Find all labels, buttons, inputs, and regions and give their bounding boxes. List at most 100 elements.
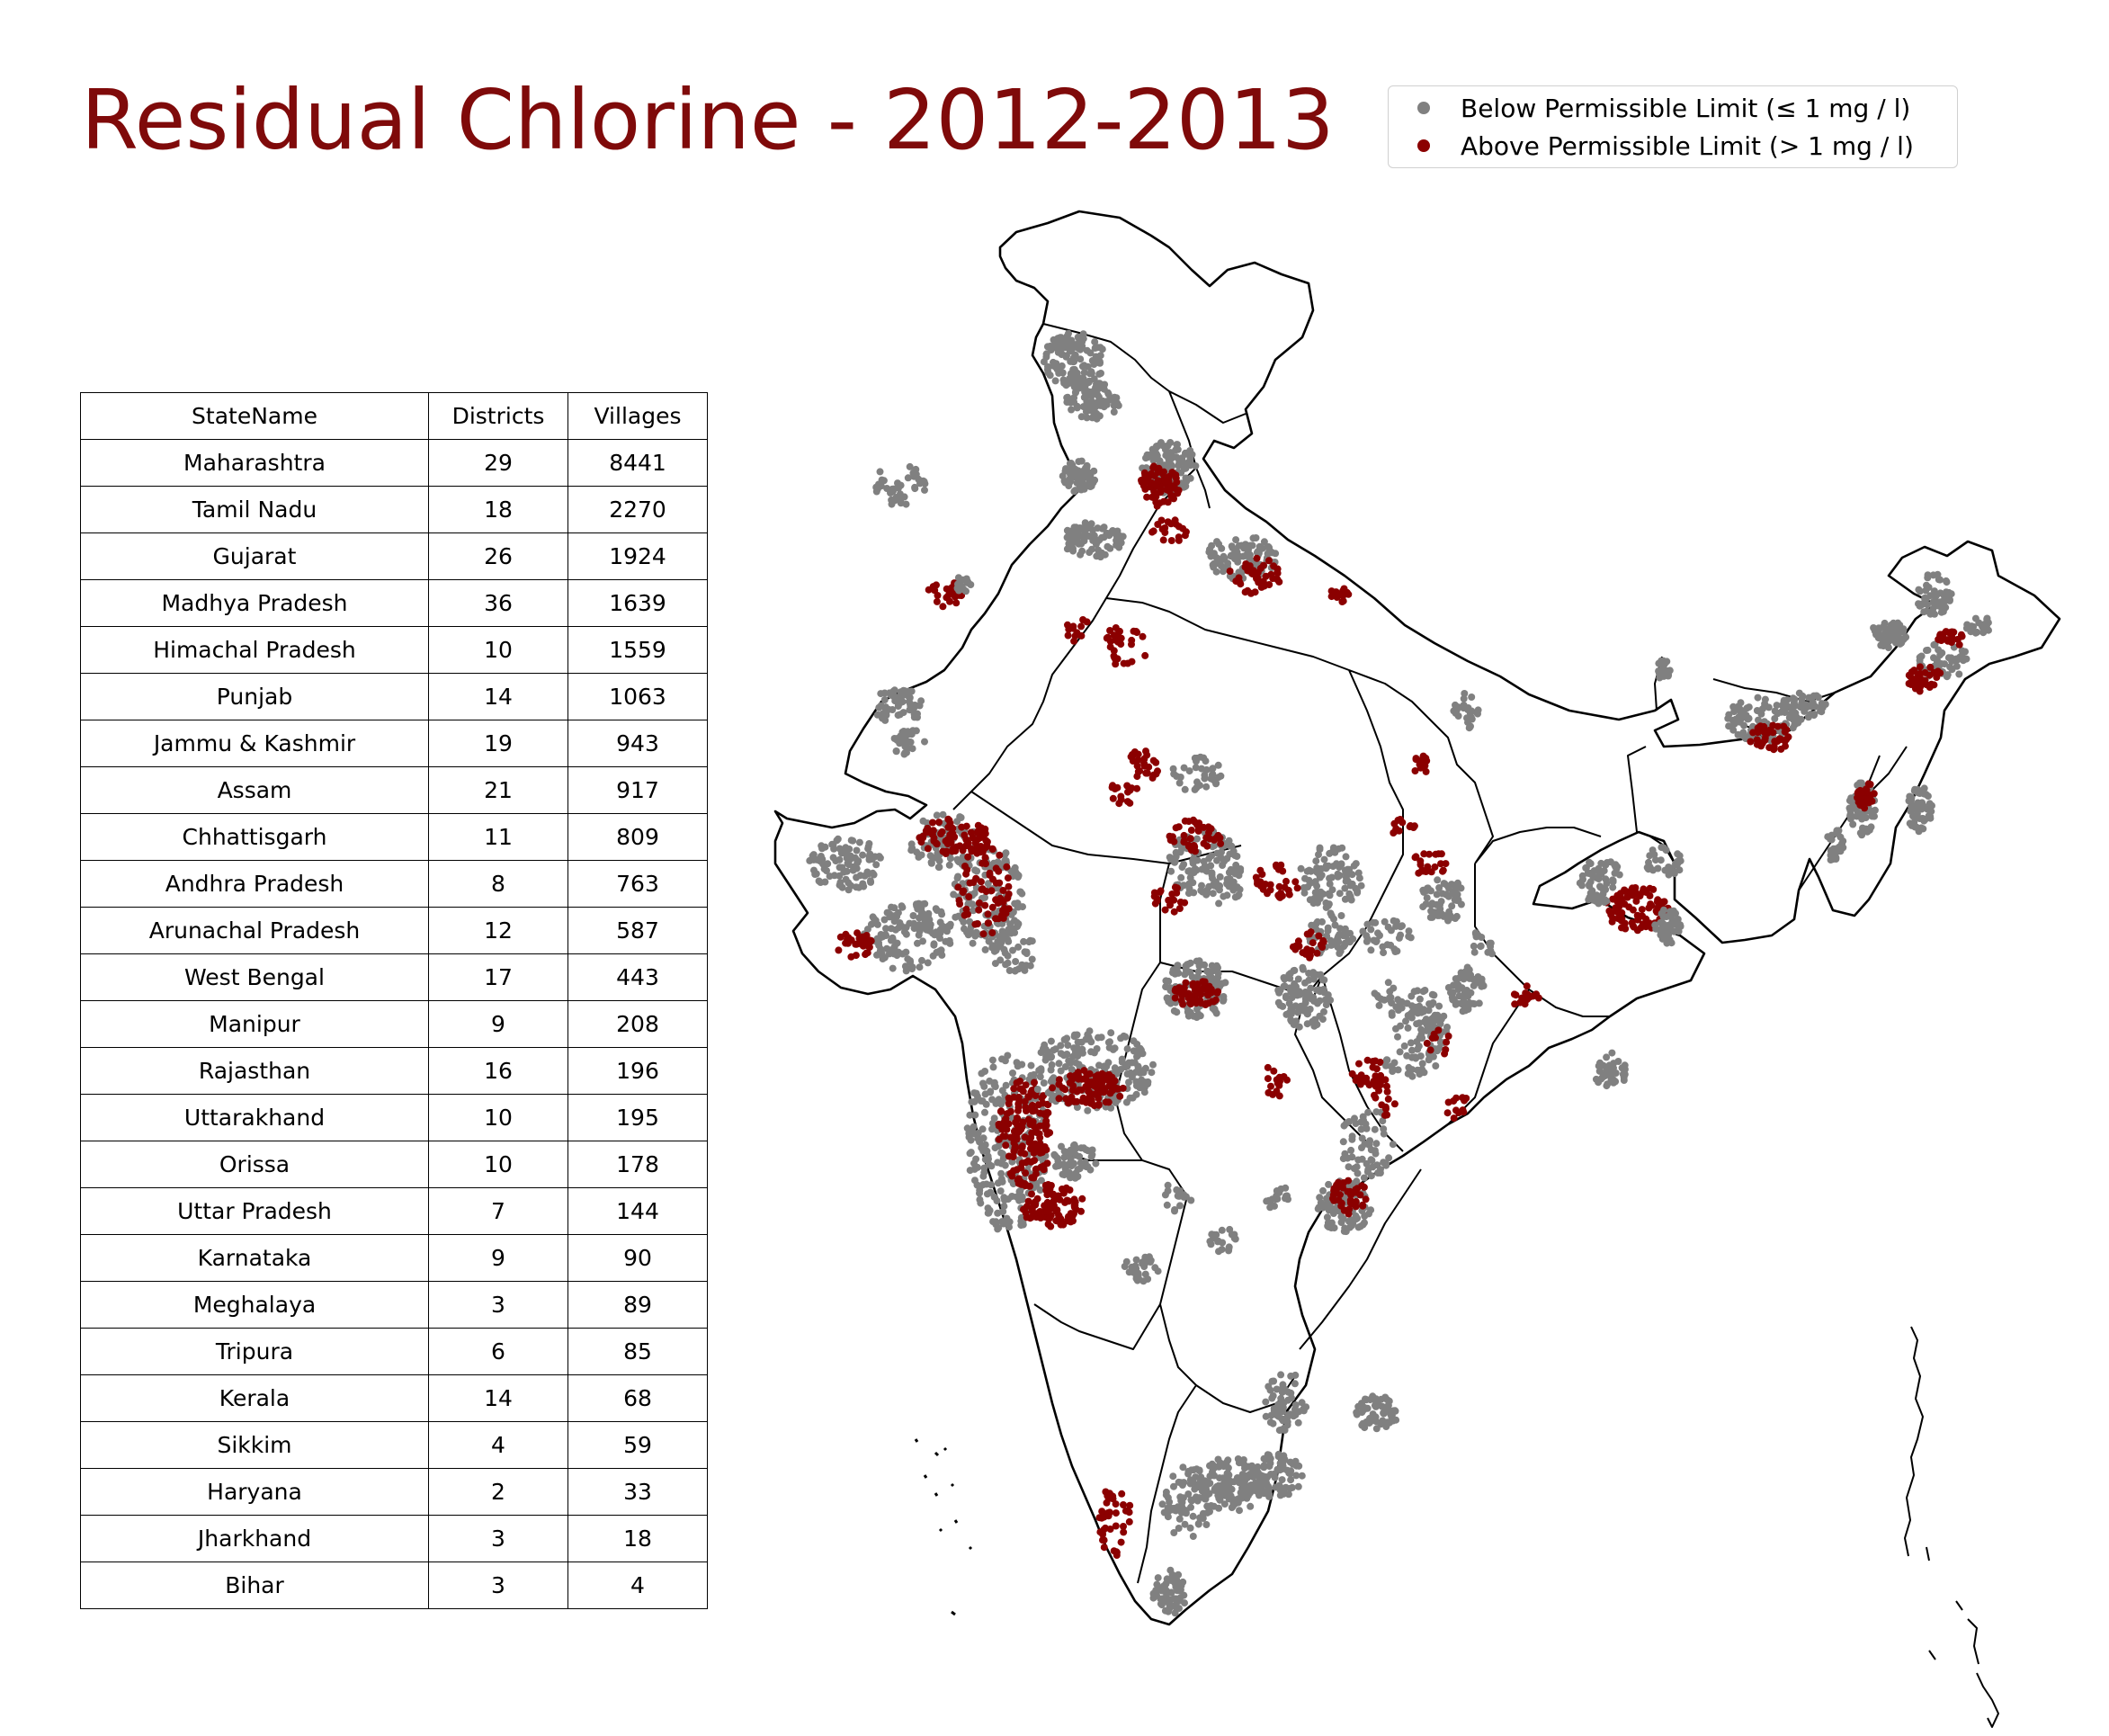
above-limit-point — [1191, 987, 1199, 995]
above-limit-point — [943, 585, 951, 593]
above-limit-point — [1659, 898, 1667, 906]
below-limit-point — [836, 864, 844, 872]
above-limit-point — [1141, 651, 1149, 659]
below-limit-point — [876, 468, 884, 476]
below-limit-point — [1651, 921, 1659, 929]
above-limit-point — [1117, 634, 1125, 642]
below-limit-point — [1363, 1168, 1372, 1176]
above-limit-point — [1184, 994, 1193, 1002]
table-row: Jammu & Kashmir 19 943 — [80, 720, 708, 767]
below-limit-point — [1087, 1048, 1095, 1056]
below-limit-point — [1669, 907, 1677, 915]
below-limit-point — [1067, 466, 1075, 474]
above-limit-point — [1106, 1526, 1114, 1533]
below-limit-point — [1179, 1463, 1187, 1472]
below-limit-point — [1162, 1593, 1170, 1600]
below-limit-point — [1090, 361, 1098, 368]
above-limit-point — [1193, 980, 1202, 989]
below-limit-point — [972, 1155, 980, 1163]
above-limit-point — [1132, 628, 1140, 635]
below-limit-point — [923, 926, 931, 934]
below-limit-point — [902, 924, 910, 932]
below-limit-point — [1670, 868, 1678, 876]
cell-state: Uttarakhand — [80, 1094, 429, 1141]
below-limit-point — [1139, 1069, 1148, 1077]
below-limit-point — [1077, 355, 1085, 363]
above-limit-point — [1023, 1107, 1030, 1114]
below-limit-point — [1212, 1482, 1220, 1490]
above-limit-point — [1944, 636, 1952, 644]
below-limit-point — [1665, 866, 1673, 874]
below-limit-point — [1184, 867, 1193, 875]
below-limit-point — [1096, 352, 1104, 360]
below-limit-point — [1352, 860, 1360, 868]
below-limit-point — [1074, 470, 1082, 479]
table-row: Uttar Pradesh 7 144 — [80, 1187, 708, 1235]
cell-districts: 2 — [428, 1468, 568, 1516]
below-limit-point — [1210, 563, 1218, 571]
above-limit-point — [1266, 881, 1274, 889]
below-limit-point — [981, 945, 989, 953]
above-limit-point — [981, 825, 989, 833]
below-limit-point — [1291, 985, 1300, 993]
below-limit-point — [1402, 1017, 1409, 1025]
below-limit-point — [1348, 871, 1356, 879]
below-limit-point — [1214, 964, 1221, 971]
below-limit-point — [1313, 882, 1321, 890]
below-limit-point — [1465, 724, 1473, 732]
below-limit-point — [1209, 843, 1217, 851]
table-row: Uttarakhand 10 195 — [80, 1094, 708, 1141]
above-limit-point — [961, 863, 969, 870]
above-limit-point — [938, 828, 946, 836]
below-limit-point — [925, 909, 933, 917]
below-limit-point — [1129, 1070, 1137, 1078]
above-limit-point — [933, 840, 941, 848]
below-limit-point — [1737, 699, 1745, 707]
above-limit-point — [1031, 1078, 1038, 1087]
above-limit-point — [1934, 667, 1942, 676]
below-limit-point — [1069, 366, 1077, 373]
above-limit-point — [1747, 738, 1755, 746]
below-limit-point — [1599, 1061, 1607, 1069]
above-limit-point — [954, 883, 962, 891]
below-limit-point — [1033, 1086, 1041, 1093]
above-limit-point — [1106, 627, 1114, 634]
above-limit-point — [1098, 1083, 1106, 1091]
below-limit-point — [1191, 785, 1199, 793]
below-limit-point — [1658, 844, 1666, 852]
above-limit-point — [1022, 1081, 1030, 1089]
below-limit-point — [1012, 958, 1020, 965]
below-limit-point — [1298, 1472, 1306, 1480]
below-limit-point — [1066, 460, 1074, 468]
below-limit-point — [1367, 1146, 1375, 1154]
below-limit-point — [1282, 1010, 1291, 1018]
below-limit-point — [1079, 330, 1087, 338]
table-body: Maharashtra 29 8441 Tamil Nadu 18 2270 Gujarat… — [80, 439, 708, 1609]
below-limit-point — [1049, 1075, 1057, 1083]
cell-state: Tamil Nadu — [80, 486, 429, 533]
below-limit-point — [1940, 602, 1948, 610]
below-limit-point — [1198, 1487, 1206, 1495]
below-limit-point — [1288, 994, 1296, 1002]
above-limit-point — [997, 1122, 1005, 1130]
above-limit-point — [1157, 516, 1166, 524]
below-limit-point — [1229, 544, 1237, 551]
above-limit-point — [1112, 1522, 1120, 1530]
below-limit-point — [916, 914, 923, 922]
below-limit-point — [1339, 1138, 1347, 1146]
below-limit-point — [1757, 710, 1765, 718]
below-limit-point — [1274, 1450, 1282, 1458]
below-limit-point — [1240, 544, 1248, 552]
above-limit-point — [867, 937, 875, 945]
below-limit-point — [907, 840, 916, 848]
below-limit-point — [854, 857, 862, 865]
above-limit-point — [1167, 537, 1175, 544]
above-limit-point — [1008, 1172, 1016, 1180]
above-limit-point — [1164, 498, 1172, 506]
cell-state: Himachal Pradesh — [80, 626, 429, 674]
above-limit-point — [1110, 631, 1118, 640]
below-limit-point — [1217, 1490, 1225, 1498]
below-limit-point — [1888, 621, 1896, 629]
below-limit-point — [911, 485, 919, 493]
below-limit-point — [1371, 1125, 1379, 1133]
